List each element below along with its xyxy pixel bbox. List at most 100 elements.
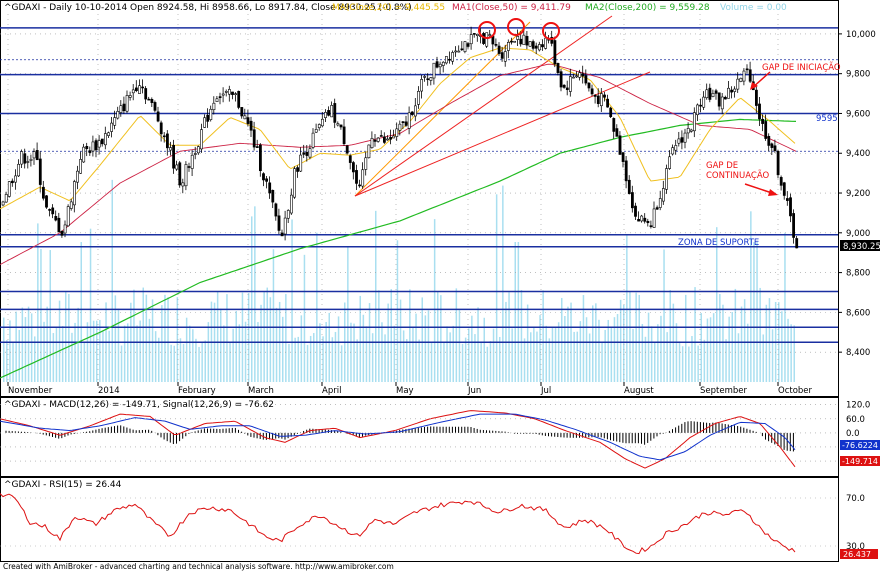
candle-body (469, 34, 473, 45)
volume-bar (743, 299, 746, 382)
macd-histogram (5, 421, 794, 452)
candle-body (271, 189, 275, 203)
candle-body (776, 150, 780, 176)
volume-bar (607, 319, 609, 382)
volume-bar (384, 334, 386, 382)
candle-body (296, 167, 300, 172)
candle-body (175, 164, 179, 170)
rsi-y-axis: 70.0 30.0 (0, 494, 865, 552)
candle-body (38, 158, 42, 185)
volume-bar (657, 324, 659, 382)
volume-bar (415, 313, 417, 382)
candle-body (429, 77, 433, 81)
candle-body (643, 217, 647, 222)
volume-bar (499, 336, 501, 382)
x-tick-label: Jul (540, 386, 551, 396)
volume-bar (158, 337, 160, 382)
volume-bar (430, 341, 433, 382)
volume-bar (300, 315, 303, 382)
signal-badge-label: -76.6224 (842, 441, 878, 450)
volume-bar (511, 328, 513, 382)
volume-bar (192, 329, 194, 382)
volume-bar (502, 185, 504, 382)
volume-bar (176, 297, 179, 382)
volume-bar (77, 307, 79, 382)
trendline-red-steep (354, 15, 613, 197)
volume-bar (52, 333, 55, 382)
macd-y-tick-label: 0.0 (846, 429, 860, 439)
volume-bar (573, 331, 575, 382)
candle-body (699, 104, 703, 107)
volume-bar (195, 338, 197, 382)
volume-bar (257, 322, 259, 382)
volume-bar (747, 323, 749, 382)
volume-bar (266, 287, 268, 382)
candle-body (237, 90, 241, 108)
candle-body (364, 157, 368, 170)
volume-bar (294, 337, 296, 382)
volume-bar (753, 242, 755, 382)
candle-body (503, 51, 507, 62)
volume-bar (170, 344, 172, 382)
volume-bar (102, 331, 104, 382)
candle-body (754, 89, 758, 106)
volume-bar (220, 308, 222, 382)
candle-body (568, 76, 572, 92)
candle-body (683, 132, 687, 143)
candle-body (584, 75, 588, 84)
volume-bar (291, 219, 293, 382)
volume-bar (409, 289, 411, 382)
candle-body (500, 52, 504, 59)
candle-body (451, 52, 455, 62)
volume-bar (359, 295, 361, 382)
candle-body (7, 181, 11, 197)
candle-body (494, 44, 498, 46)
macd-lines (0, 410, 796, 469)
candle-body (76, 170, 79, 183)
volume-bar (508, 292, 510, 382)
volume-bar (15, 311, 17, 382)
candle-body (311, 132, 315, 148)
volume-bar (793, 325, 795, 382)
y-tick-label: 9,000 (846, 229, 870, 239)
indicator-legend: MA(Close,20) = 9,445.55 MA1(Close,50) = … (332, 3, 787, 13)
macd-panel (0, 397, 839, 477)
candle-body (187, 166, 191, 168)
candle-body (324, 112, 327, 118)
volume-bar (3, 317, 5, 382)
candle-body (485, 32, 489, 47)
x-tick-label: 2014 (98, 386, 120, 396)
volume-bar (185, 317, 188, 382)
candle-body (379, 135, 383, 137)
volume-bar (666, 332, 668, 382)
candle-body (575, 75, 579, 78)
candle-body (327, 110, 331, 116)
candle-body (640, 215, 644, 222)
volume-bar (464, 337, 467, 382)
volume-bar (99, 319, 101, 382)
candle-body (407, 112, 411, 129)
volume-bar (381, 322, 383, 382)
candle-body (519, 38, 523, 45)
candle-body (82, 146, 86, 163)
volume-bar (306, 344, 309, 382)
volume-bar (427, 310, 430, 382)
candle-body (745, 68, 749, 71)
volume-bar (681, 346, 684, 382)
candle-body (441, 61, 445, 66)
candle-body (147, 98, 151, 101)
candle-body (159, 122, 163, 135)
volume-bar (489, 341, 492, 382)
candle-body (692, 112, 696, 132)
volume-bar (260, 304, 262, 382)
volume-bar (347, 247, 349, 382)
volume-bar (120, 345, 123, 382)
volume-bar (626, 234, 628, 382)
candle-body (162, 135, 166, 138)
volume-bar (784, 232, 786, 382)
volume-bar (517, 242, 520, 382)
volume-bar (55, 327, 58, 382)
volume-bar (471, 315, 473, 382)
candle-body (348, 155, 352, 163)
macd-title: ^GDAXI - MACD(12,26) = -149.71, Signal(1… (4, 400, 274, 410)
